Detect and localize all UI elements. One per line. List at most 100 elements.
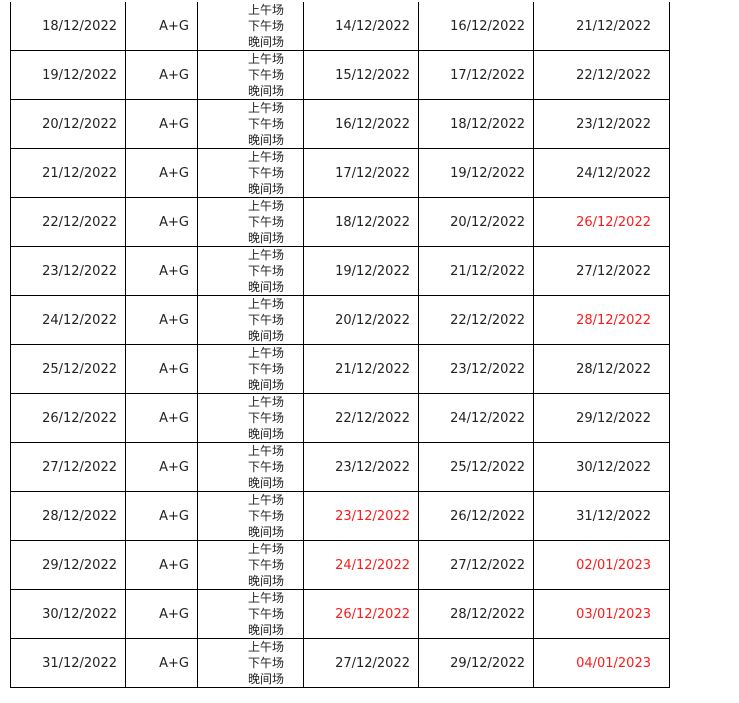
date-1-cell: 23/12/2022 (303, 442, 419, 492)
date-3-cell: 28/12/2022 (533, 344, 670, 394)
table-row: 21/12/2022 A+G 上午场 下午场 晚间场 17/12/2022 19/12/20… (10, 148, 670, 198)
session-label: 下午场 (247, 509, 284, 523)
sessions-cell: 上午场 下午场 晚间场 (197, 295, 304, 345)
sessions-cell: 上午场 下午场 晚间场 (197, 442, 304, 492)
date-1-cell: 26/12/2022 (303, 589, 419, 639)
date-1-cell: 19/12/2022 (303, 246, 419, 296)
session-label: 下午场 (247, 411, 284, 425)
session-label: 上午场 (247, 542, 284, 556)
session-label: 上午场 (247, 395, 284, 409)
table-row: 19/12/2022 A+G 上午场 下午场 晚间场 15/12/2022 17/12/20… (10, 50, 670, 100)
session-label: 上午场 (247, 444, 284, 458)
sessions-cell: 上午场 下午场 晚间场 (197, 491, 304, 541)
session-label: 晚间场 (247, 84, 284, 98)
table-row: 22/12/2022 A+G 上午场 下午场 晚间场 18/12/2022 20/12/20… (10, 197, 670, 247)
session-label: 上午场 (247, 3, 284, 17)
session-label: 上午场 (247, 591, 284, 605)
session-label: 晚间场 (247, 378, 284, 392)
session-label: 下午场 (247, 215, 284, 229)
sessions-cell: 上午场 下午场 晚间场 (197, 344, 304, 394)
date-cell: 22/12/2022 (10, 197, 126, 247)
date-2-cell: 28/12/2022 (418, 589, 534, 639)
schedule-table-body: 18/12/2022 A+G 上午场 下午场 晚间场 14/12/2022 16/12/20… (10, 2, 670, 688)
session-label: 下午场 (247, 607, 284, 621)
table-row: 30/12/2022 A+G 上午场 下午场 晚间场 26/12/2022 28/12/20… (10, 589, 670, 639)
date-cell: 30/12/2022 (10, 589, 126, 639)
session-label: 上午场 (247, 150, 284, 164)
date-1-cell: 22/12/2022 (303, 393, 419, 443)
table-row: 25/12/2022 A+G 上午场 下午场 晚间场 21/12/2022 23/12/20… (10, 344, 670, 394)
date-1-cell: 14/12/2022 (303, 2, 419, 51)
session-label: 晚间场 (247, 280, 284, 294)
group-cell: A+G (125, 99, 198, 149)
group-cell: A+G (125, 295, 198, 345)
date-3-cell: 26/12/2022 (533, 197, 670, 247)
group-cell: A+G (125, 148, 198, 198)
date-3-cell: 27/12/2022 (533, 246, 670, 296)
date-1-cell: 17/12/2022 (303, 148, 419, 198)
date-cell: 19/12/2022 (10, 50, 126, 100)
date-cell: 25/12/2022 (10, 344, 126, 394)
date-2-cell: 29/12/2022 (418, 638, 534, 688)
table-row: 26/12/2022 A+G 上午场 下午场 晚间场 22/12/2022 24/12/20… (10, 393, 670, 443)
table-row: 24/12/2022 A+G 上午场 下午场 晚间场 20/12/2022 22/12/20… (10, 295, 670, 345)
schedule-table: 18/12/2022 A+G 上午场 下午场 晚间场 14/12/2022 16/12/20… (10, 2, 670, 688)
date-3-cell: 02/01/2023 (533, 540, 670, 590)
date-1-cell: 27/12/2022 (303, 638, 419, 688)
sessions-cell: 上午场 下午场 晚间场 (197, 246, 304, 296)
date-cell: 31/12/2022 (10, 638, 126, 688)
group-cell: A+G (125, 589, 198, 639)
date-2-cell: 17/12/2022 (418, 50, 534, 100)
sessions-cell: 上午场 下午场 晚间场 (197, 2, 304, 51)
session-label: 上午场 (247, 297, 284, 311)
table-row: 20/12/2022 A+G 上午场 下午场 晚间场 16/12/2022 18/12/20… (10, 99, 670, 149)
date-2-cell: 20/12/2022 (418, 197, 534, 247)
date-1-cell: 20/12/2022 (303, 295, 419, 345)
date-2-cell: 18/12/2022 (418, 99, 534, 149)
group-cell: A+G (125, 2, 198, 51)
table-row: 29/12/2022 A+G 上午场 下午场 晚间场 24/12/2022 27/12/20… (10, 540, 670, 590)
date-3-cell: 04/01/2023 (533, 638, 670, 688)
group-cell: A+G (125, 442, 198, 492)
session-label: 晚间场 (247, 427, 284, 441)
date-2-cell: 21/12/2022 (418, 246, 534, 296)
session-label: 晚间场 (247, 623, 284, 637)
group-cell: A+G (125, 540, 198, 590)
sessions-cell: 上午场 下午场 晚间场 (197, 50, 304, 100)
session-label: 下午场 (247, 362, 284, 376)
session-label: 晚间场 (247, 574, 284, 588)
date-3-cell: 24/12/2022 (533, 148, 670, 198)
date-1-cell: 24/12/2022 (303, 540, 419, 590)
table-row: 27/12/2022 A+G 上午场 下午场 晚间场 23/12/2022 25/12/20… (10, 442, 670, 492)
sessions-cell: 上午场 下午场 晚间场 (197, 197, 304, 247)
date-2-cell: 26/12/2022 (418, 491, 534, 541)
group-cell: A+G (125, 344, 198, 394)
session-label: 晚间场 (247, 133, 284, 147)
session-label: 下午场 (247, 460, 284, 474)
date-2-cell: 27/12/2022 (418, 540, 534, 590)
sessions-cell: 上午场 下午场 晚间场 (197, 589, 304, 639)
date-cell: 23/12/2022 (10, 246, 126, 296)
group-cell: A+G (125, 638, 198, 688)
date-3-cell: 31/12/2022 (533, 491, 670, 541)
session-label: 上午场 (247, 640, 284, 654)
table-row: 18/12/2022 A+G 上午场 下午场 晚间场 14/12/2022 16/12/20… (10, 2, 670, 51)
session-label: 上午场 (247, 101, 284, 115)
date-2-cell: 22/12/2022 (418, 295, 534, 345)
date-1-cell: 21/12/2022 (303, 344, 419, 394)
group-cell: A+G (125, 393, 198, 443)
table-row: 23/12/2022 A+G 上午场 下午场 晚间场 19/12/2022 21/12/20… (10, 246, 670, 296)
date-cell: 27/12/2022 (10, 442, 126, 492)
session-label: 下午场 (247, 264, 284, 278)
group-cell: A+G (125, 246, 198, 296)
date-3-cell: 28/12/2022 (533, 295, 670, 345)
date-cell: 18/12/2022 (10, 2, 126, 51)
date-1-cell: 23/12/2022 (303, 491, 419, 541)
table-row: 28/12/2022 A+G 上午场 下午场 晚间场 23/12/2022 26/12/20… (10, 491, 670, 541)
date-cell: 24/12/2022 (10, 295, 126, 345)
date-2-cell: 16/12/2022 (418, 2, 534, 51)
session-label: 下午场 (247, 68, 284, 82)
sessions-cell: 上午场 下午场 晚间场 (197, 540, 304, 590)
sessions-cell: 上午场 下午场 晚间场 (197, 99, 304, 149)
date-3-cell: 29/12/2022 (533, 393, 670, 443)
